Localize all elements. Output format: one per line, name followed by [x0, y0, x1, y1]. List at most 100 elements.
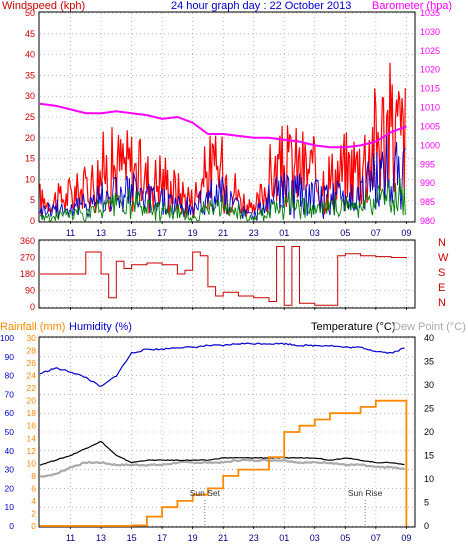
humidity-y-tick-label: 30 [5, 465, 15, 475]
baro-y-tick-label: 980 [420, 216, 435, 226]
rain-y-tick-label: 0 [31, 521, 36, 531]
rain-y-tick-label: 18 [27, 408, 37, 418]
baro-y-tick-label: 1035 [420, 8, 440, 18]
temp-y-tick-label: 20 [424, 427, 434, 437]
x-tick-label: 13 [96, 533, 106, 543]
rain-y-tick-label: 2 [31, 508, 36, 518]
wind-y-tick-label: 35 [25, 70, 35, 80]
rain-y-tick-label: 20 [27, 396, 37, 406]
wind-y-tick-label: 20 [25, 133, 35, 143]
temperature-label: Temperature (°C) [311, 321, 395, 333]
dir-y-tick-label: 270 [20, 253, 35, 263]
temperature-series [39, 440, 405, 466]
temp-y-tick-label: 5 [424, 498, 429, 508]
wind-y-tick-label: 0 [30, 216, 35, 226]
wind-y-tick-label: 10 [25, 174, 35, 184]
rain-y-tick-label: 6 [31, 483, 36, 493]
sunset-annotation: Sun Set [190, 488, 221, 498]
dir-y-tick-label: 0 [30, 302, 35, 312]
x-tick-label: 23 [249, 228, 259, 238]
x-tick-label: 05 [340, 533, 350, 543]
temp-y-tick-label: 30 [424, 380, 434, 390]
rain-y-tick-label: 10 [27, 458, 37, 468]
humidity-label: Humidity (%) [69, 321, 132, 333]
humidity-y-tick-label: 100 [0, 333, 14, 343]
dir-y-tick-label: 180 [20, 269, 35, 279]
baro-y-tick-label: 990 [420, 178, 435, 188]
x-tick-label: 09 [401, 533, 411, 543]
rain-y-tick-label: 16 [27, 421, 37, 431]
baro-y-tick-label: 1030 [420, 27, 440, 37]
compass-label: S [438, 267, 445, 279]
temp-y-tick-label: 0 [424, 521, 429, 531]
dewpoint-series [39, 458, 405, 478]
x-tick-label: 13 [96, 228, 106, 238]
temp-y-tick-label: 10 [424, 474, 434, 484]
wind-y-tick-label: 50 [25, 8, 35, 18]
compass-label: W [438, 252, 449, 264]
rain-y-tick-label: 26 [27, 358, 37, 368]
humidity-y-tick-label: 0 [9, 521, 14, 531]
dewpoint-label: Dew Point (°C) [393, 321, 466, 333]
humidity-y-tick-label: 10 [5, 502, 15, 512]
x-tick-label: 03 [310, 228, 320, 238]
x-tick-label: 09 [401, 228, 411, 238]
rain-y-tick-label: 4 [31, 496, 36, 506]
humidity-y-tick-label: 70 [5, 389, 15, 399]
wind-gust-series [39, 62, 406, 219]
x-tick-label: 19 [188, 228, 198, 238]
rain-y-tick-label: 14 [27, 433, 37, 443]
baro-y-tick-label: 1000 [420, 140, 440, 150]
windspeed-label: Windspeed (kph) [2, 0, 85, 12]
baro-y-tick-label: 1010 [420, 103, 440, 113]
direction-panel [38, 239, 416, 309]
x-tick-label: 23 [249, 533, 259, 543]
barometer-label: Barometer (hpa) [372, 0, 452, 12]
x-tick-label: 17 [157, 533, 167, 543]
avg-wind-series [40, 177, 406, 223]
compass-label: N [438, 297, 446, 309]
wind-y-tick-label: 5 [30, 195, 35, 205]
baro-y-tick-label: 1005 [420, 121, 440, 131]
temperature-panel [38, 336, 416, 528]
baro-y-tick-label: 1015 [420, 84, 440, 94]
baro-y-tick-label: 1020 [420, 65, 440, 75]
dir-y-tick-label: 90 [25, 286, 35, 296]
temp-y-tick-label: 35 [424, 357, 434, 367]
compass-label: E [438, 282, 445, 294]
x-tick-label: 03 [310, 533, 320, 543]
x-tick-label: 11 [66, 533, 75, 543]
x-tick-label: 07 [371, 228, 381, 238]
x-tick-label: 01 [279, 228, 289, 238]
rain-y-tick-label: 30 [27, 333, 37, 343]
rain-y-tick-label: 22 [27, 383, 37, 393]
x-tick-label: 21 [218, 228, 228, 238]
wind-y-tick-label: 15 [25, 154, 35, 164]
rainfall-series [40, 399, 408, 527]
wind-y-tick-label: 45 [25, 29, 35, 39]
rain-y-tick-label: 24 [27, 371, 37, 381]
wind-direction-series [40, 246, 407, 306]
x-tick-label: 17 [157, 228, 167, 238]
baro-y-tick-label: 995 [420, 159, 435, 169]
humidity-y-tick-label: 80 [5, 371, 15, 381]
rain-y-tick-label: 28 [27, 346, 37, 356]
compass-label: N [438, 237, 446, 249]
dir-y-tick-label: 360 [20, 236, 35, 246]
humidity-y-tick-label: 40 [5, 446, 15, 456]
wind-y-tick-label: 25 [25, 112, 35, 122]
x-tick-label: 19 [188, 533, 198, 543]
temp-y-tick-label: 15 [424, 451, 434, 461]
sunrise-annotation: Sun Rise [348, 488, 383, 498]
rain-y-tick-label: 8 [31, 471, 36, 481]
x-tick-label: 07 [371, 533, 381, 543]
temp-y-tick-label: 25 [424, 404, 434, 414]
baro-y-tick-label: 985 [420, 197, 435, 207]
humidity-series [39, 342, 405, 387]
humidity-y-tick-label: 20 [5, 483, 15, 493]
chart-title: 24 hour graph day : 22 October 2013 [171, 0, 351, 12]
temp-y-tick-label: 40 [424, 333, 434, 343]
humidity-y-tick-label: 60 [5, 408, 15, 418]
